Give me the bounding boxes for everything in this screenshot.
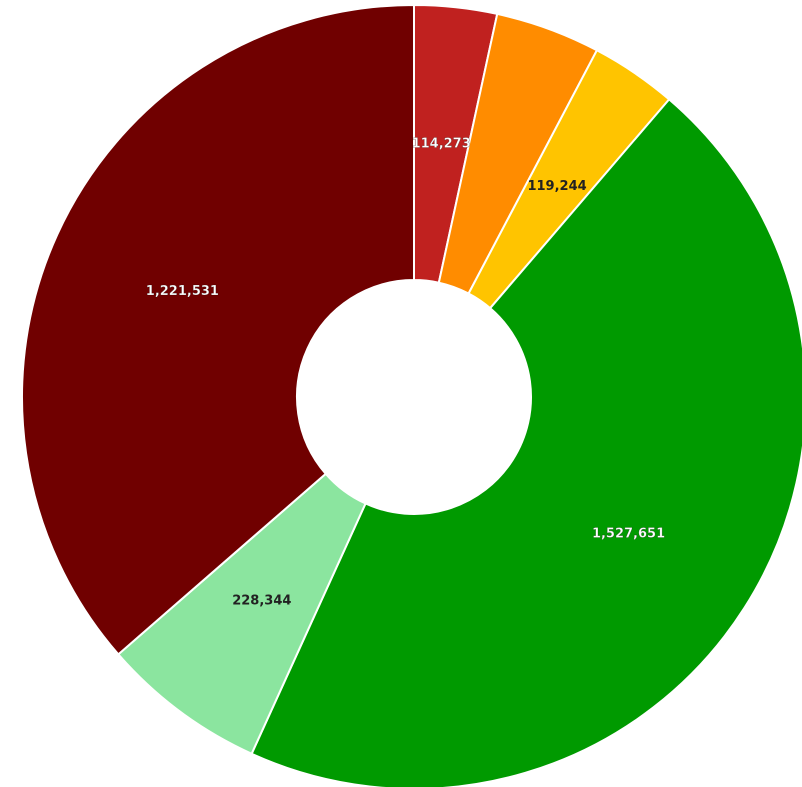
- value-label: 119,244: [527, 179, 586, 194]
- value-label: 1,221,531: [146, 284, 219, 299]
- value-label: 228,344: [232, 593, 291, 608]
- value-label: 1,527,651: [592, 526, 665, 541]
- donut-slice: [21, 3, 415, 656]
- value-label: 114,273: [412, 136, 471, 151]
- donut-slice: [116, 472, 367, 756]
- donut-slice: [250, 97, 802, 787]
